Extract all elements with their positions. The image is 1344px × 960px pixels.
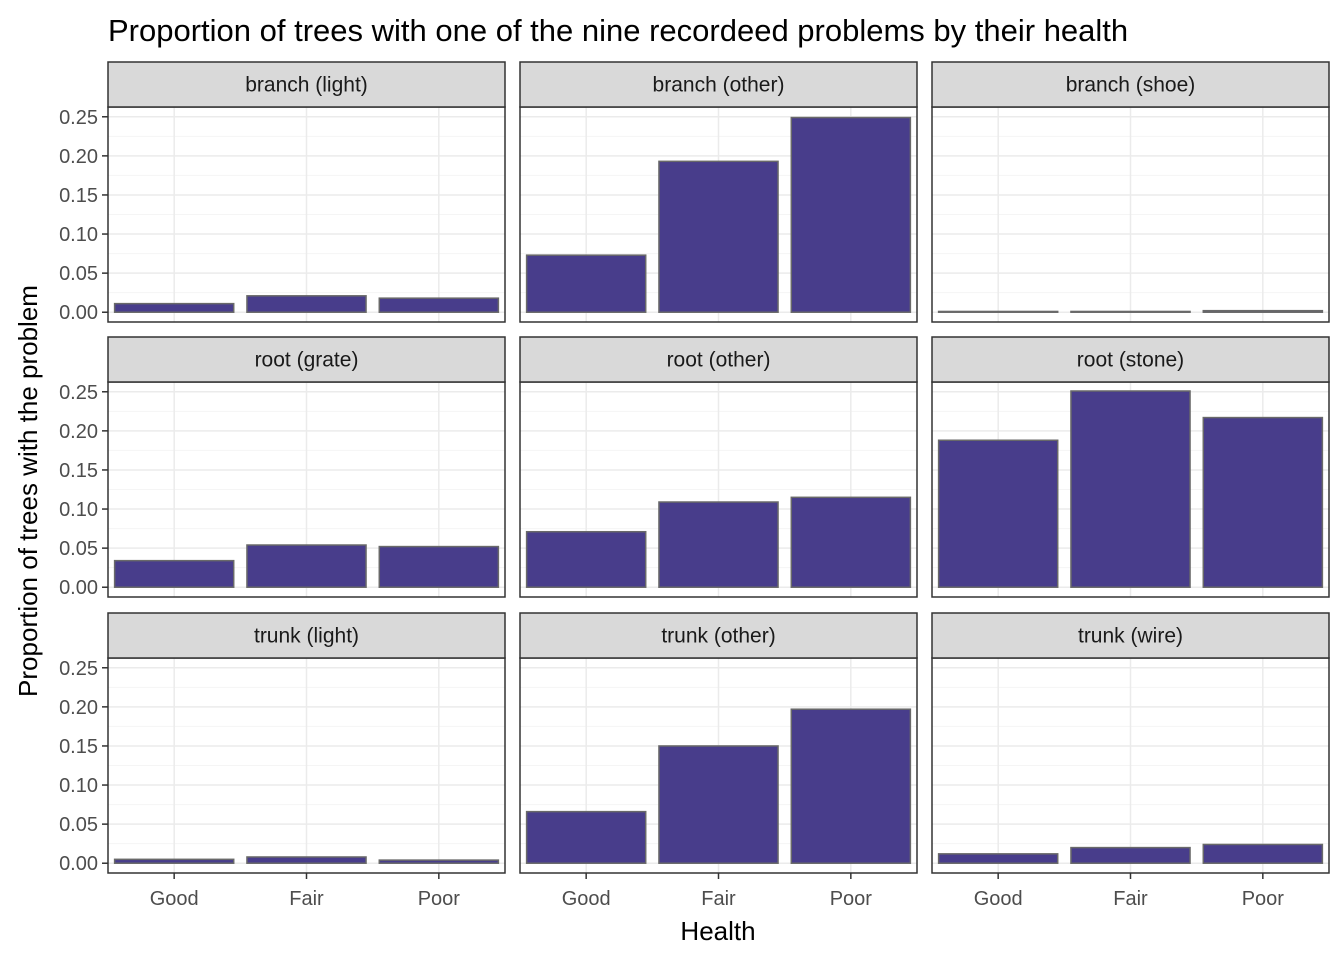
bar [378,545,500,588]
facet-label: root (other) [667,349,771,372]
facet-panel: trunk (other) Good Fair Poor [519,612,918,910]
facet-label: branch (shoe) [1066,74,1196,97]
bar [937,310,1059,313]
x-tick-label: Poor [418,888,461,910]
bar [658,501,779,588]
y-tick-label: 0.25 [59,382,98,404]
bar [246,295,367,313]
facet-strip [931,336,1330,383]
facet-strip [107,336,506,383]
facet-panel: branch (light) 0.00 0.05 0.10 0.15 0.20 0.25 [59,61,506,324]
facet-label: trunk (light) [254,625,359,648]
bar [113,559,235,588]
y-tick-label: 0.15 [59,460,98,482]
x-tick-label: Fair [701,888,736,910]
facet-label: root (stone) [1077,349,1184,372]
y-tick-label: 0.05 [59,814,98,836]
bar [1070,390,1191,588]
facet-panel: root (stone) [931,336,1330,598]
facet-label: branch (light) [245,74,368,97]
bar [1070,846,1191,864]
x-tick-label: Fair [289,888,324,910]
y-tick-label: 0.05 [59,263,98,285]
bar [1202,309,1324,313]
y-tick-label: 0.15 [59,736,98,758]
facet-strip [107,61,506,108]
y-tick-label: 0.05 [59,538,98,560]
y-tick-label: 0.20 [59,146,98,168]
x-tick-label: Good [974,888,1023,910]
facet-strip [931,612,1330,659]
bar [790,708,912,864]
chart-title: Proportion of trees with one of the nine… [108,13,1128,48]
x-tick-label: Good [150,888,199,910]
y-tick-label: 0.00 [59,853,98,875]
facet-strip [107,612,506,659]
facet-panel: trunk (light) 0.00 0.05 0.10 0.15 0.20 0.25 Goo… [59,612,506,910]
facet-panel: trunk (wire) Good Fair Poor [931,612,1330,910]
facet-panel: branch (shoe) [931,61,1330,323]
y-tick-label: 0.20 [59,421,98,443]
bar [525,254,647,313]
bar [525,810,647,864]
facet-panels: branch (light)0.000.050.100.150.200.25br… [59,61,1330,910]
facet-label: trunk (other) [661,625,775,648]
y-axis-title: Proportion of trees with the problem [13,285,43,697]
x-tick-label: Fair [1113,888,1148,910]
y-tick-label: 0.10 [59,499,98,521]
x-tick-label: Poor [1242,888,1285,910]
bar [1202,843,1324,864]
facet-panel: root (grate) 0.00 0.05 0.10 0.15 0.20 0.25 [59,336,506,599]
y-tick-label: 0.25 [59,107,98,129]
facet-panel: branch (other) [519,61,918,323]
facet-strip [519,336,918,383]
facet-strip [519,612,918,659]
bar [1202,416,1324,588]
y-tick-label: 0.10 [59,775,98,797]
bar [246,856,367,864]
facet-strip [519,61,918,108]
bar [525,530,647,588]
facet-label: root (grate) [255,349,359,372]
y-tick-label: 0.10 [59,224,98,246]
bar [790,116,912,313]
y-tick-label: 0.15 [59,185,98,207]
bar [1070,310,1191,313]
bar [113,858,235,864]
bar [658,745,779,864]
y-tick-label: 0.25 [59,658,98,680]
bar [658,160,779,313]
bar [790,496,912,588]
facet-label: branch (other) [653,74,785,97]
y-tick-label: 0.00 [59,577,98,599]
facet-strip [931,61,1330,108]
bar [113,302,235,313]
bar [246,544,367,588]
facet-label: trunk (wire) [1078,625,1183,648]
y-tick-label: 0.20 [59,697,98,719]
x-tick-label: Good [562,888,611,910]
y-tick-label: 0.00 [59,302,98,324]
bar [937,439,1059,588]
x-tick-label: Poor [830,888,873,910]
bar [378,297,500,313]
bar [937,853,1059,864]
x-axis-title: Health [680,916,755,946]
facet-panel: root (other) [519,336,918,598]
bar [378,859,500,864]
